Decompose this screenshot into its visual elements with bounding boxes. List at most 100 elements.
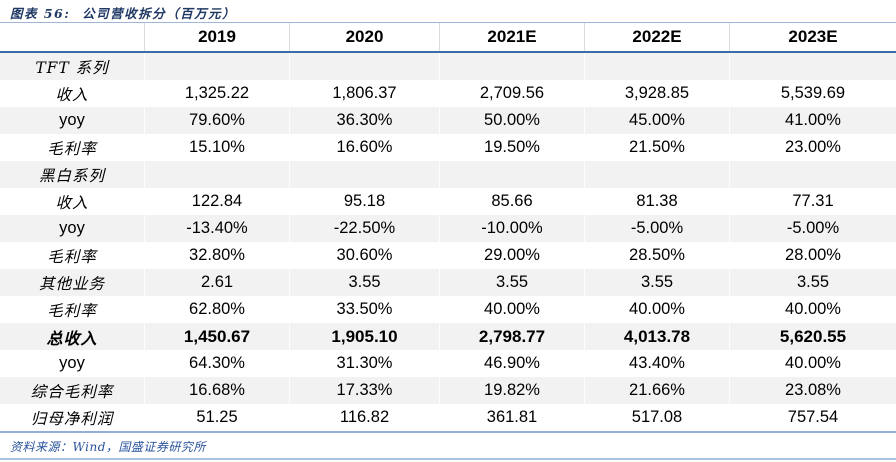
cell-value: -5.00% <box>786 219 840 237</box>
cell-value: 40.00% <box>440 296 585 323</box>
row-label: yoy <box>0 107 145 134</box>
table-row: yoy -13.40% -22.50% -10.00% -5.00% -5.00% <box>0 215 896 242</box>
cell-value: 16.68% <box>145 377 290 404</box>
table-row: 其他业务 2.61 3.55 3.55 3.55 3.55 <box>0 269 896 296</box>
cell-value <box>290 161 440 188</box>
cell-value: 79.60% <box>145 107 290 134</box>
cell-value: 45.00% <box>585 107 730 134</box>
header-cell-year: 2022E <box>585 23 730 51</box>
cell-value: 23.00% <box>785 138 841 156</box>
row-label: 总收入 <box>0 323 145 350</box>
cell-value: 3.55 <box>796 273 830 291</box>
figure-title: 图表 56: 公司营收拆分（百万元） <box>10 6 237 21</box>
table-row: 毛利率 62.80% 33.50% 40.00% 40.00% 40.00% <box>0 296 896 323</box>
cell-value: 40.00% <box>785 354 841 372</box>
cell-value: 2,709.56 <box>440 80 585 107</box>
cell-value: 29.00% <box>440 242 585 269</box>
cell-value: 51.25 <box>145 404 290 431</box>
cell-value: 5,539.69 <box>780 84 846 102</box>
revenue-breakdown-table: 2019 2020 2021E 2022E 2023E TFT 系列 收入 1,325.22… <box>0 22 896 433</box>
row-label: 归母净利润 <box>0 404 145 431</box>
header-cell-year: 2020 <box>290 23 440 51</box>
row-label: 毛利率 <box>0 242 145 269</box>
cell-value: 21.50% <box>585 134 730 161</box>
row-label: 毛利率 <box>0 296 145 323</box>
cell-value <box>585 53 730 80</box>
cell-value: 31.30% <box>290 350 440 377</box>
cell-value: -13.40% <box>145 215 290 242</box>
cell-value: 32.80% <box>145 242 290 269</box>
cell-value: -22.50% <box>290 215 440 242</box>
cell-value: 23.08% <box>785 381 841 399</box>
cell-value: 77.31 <box>792 192 834 210</box>
cell-value: 28.50% <box>585 242 730 269</box>
cell-value: 40.00% <box>785 300 841 318</box>
cell-value <box>290 53 440 80</box>
cell-value: 30.60% <box>290 242 440 269</box>
cell-value: 33.50% <box>290 296 440 323</box>
table-row: yoy 64.30% 31.30% 46.90% 43.40% 40.00% <box>0 350 896 377</box>
table-header-row: 2019 2020 2021E 2022E 2023E <box>0 22 896 53</box>
cell-value: 1,325.22 <box>145 80 290 107</box>
table-row: TFT 系列 <box>0 53 896 80</box>
row-label: 收入 <box>0 188 145 215</box>
cell-value <box>440 53 585 80</box>
page-bottom-rule <box>0 458 896 460</box>
cell-value: 41.00% <box>785 111 841 129</box>
cell-value <box>730 53 896 80</box>
cell-value: 3.55 <box>440 269 585 296</box>
cell-value: 28.00% <box>785 246 841 264</box>
source-note: 资料来源：Wind，国盛证券研究所 <box>10 440 206 454</box>
cell-value: 2.61 <box>145 269 290 296</box>
table-row: 收入 1,325.22 1,806.37 2,709.56 3,928.85 5,539.… <box>0 80 896 107</box>
cell-value: -10.00% <box>440 215 585 242</box>
cell-value: 50.00% <box>440 107 585 134</box>
cell-value: 3,928.85 <box>585 80 730 107</box>
cell-value: 19.82% <box>440 377 585 404</box>
cell-value <box>585 161 730 188</box>
table-row: 归母净利润 51.25 116.82 361.81 517.08 757.54 <box>0 404 896 431</box>
cell-value: 1,806.37 <box>290 80 440 107</box>
cell-value: 64.30% <box>145 350 290 377</box>
cell-value: 16.60% <box>290 134 440 161</box>
table-row: 综合毛利率 16.68% 17.33% 19.82% 21.66% 23.08% <box>0 377 896 404</box>
table-row: 总收入 1,450.67 1,905.10 2,798.77 4,013.78 5,620… <box>0 323 896 350</box>
row-label: yoy <box>0 215 145 242</box>
table-row: 收入 122.84 95.18 85.66 81.38 77.31 <box>0 188 896 215</box>
row-label: 收入 <box>0 80 145 107</box>
cell-value: 116.82 <box>290 404 440 431</box>
cell-value: 361.81 <box>440 404 585 431</box>
cell-value: 43.40% <box>585 350 730 377</box>
cell-value: -5.00% <box>585 215 730 242</box>
table-body: TFT 系列 收入 1,325.22 1,806.37 2,709.56 3,928.85… <box>0 53 896 433</box>
header-cell-year: 2019 <box>145 23 290 51</box>
cell-value: 36.30% <box>290 107 440 134</box>
table-row: yoy 79.60% 36.30% 50.00% 45.00% 41.00% <box>0 107 896 134</box>
cell-value: 46.90% <box>440 350 585 377</box>
cell-value: 19.50% <box>440 134 585 161</box>
cell-value: 3.55 <box>290 269 440 296</box>
table-row: 毛利率 15.10% 16.60% 19.50% 21.50% 23.00% <box>0 134 896 161</box>
header-cell-year: 2021E <box>440 23 585 51</box>
cell-value: 1,450.67 <box>145 323 290 350</box>
cell-value: 122.84 <box>145 188 290 215</box>
cell-value: 517.08 <box>585 404 730 431</box>
cell-value <box>145 161 290 188</box>
table-row: 毛利率 32.80% 30.60% 29.00% 28.50% 28.00% <box>0 242 896 269</box>
cell-value: 15.10% <box>145 134 290 161</box>
header-cell-label-column <box>0 23 145 51</box>
row-label: TFT 系列 <box>0 53 145 80</box>
row-label: yoy <box>0 350 145 377</box>
cell-value: 95.18 <box>290 188 440 215</box>
row-label: 综合毛利率 <box>0 377 145 404</box>
cell-value: 62.80% <box>145 296 290 323</box>
row-label: 黑白系列 <box>0 161 145 188</box>
header-cell-year: 2023E <box>788 27 838 46</box>
cell-value <box>730 161 896 188</box>
cell-value: 81.38 <box>585 188 730 215</box>
cell-value: 1,905.10 <box>290 323 440 350</box>
row-label: 其他业务 <box>0 269 145 296</box>
cell-value: 17.33% <box>290 377 440 404</box>
cell-value: 4,013.78 <box>585 323 730 350</box>
